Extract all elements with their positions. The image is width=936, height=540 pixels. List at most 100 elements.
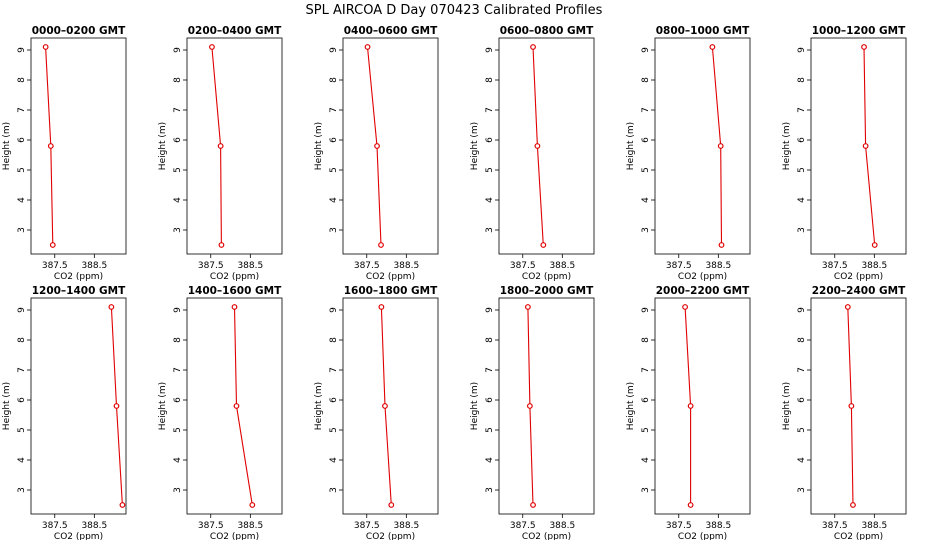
data-point xyxy=(534,143,541,149)
y-tick-label: 7 xyxy=(17,367,27,373)
y-tick-label: 9 xyxy=(173,307,183,313)
y-tick-label: 5 xyxy=(173,427,183,433)
data-point xyxy=(530,44,536,50)
plot-frame xyxy=(654,37,751,255)
data-point xyxy=(249,502,256,508)
x-tick-label: 388.5 xyxy=(549,521,575,531)
x-tick-label: 388.5 xyxy=(861,261,887,271)
y-tick-label: 8 xyxy=(173,77,183,83)
y-tick-label: 9 xyxy=(329,47,339,53)
y-axis-label: Height (m) xyxy=(2,122,12,170)
y-axis-label: Height (m) xyxy=(314,382,324,430)
y-tick-label: 4 xyxy=(797,457,807,463)
data-point xyxy=(861,44,867,50)
x-axis-label: CO2 (ppm) xyxy=(678,272,727,282)
panel-title: 0400–0600 GMT xyxy=(344,25,438,37)
data-point xyxy=(388,502,395,508)
y-axis-label: Height (m) xyxy=(782,382,792,430)
x-tick-label: 388.5 xyxy=(81,521,107,531)
y-tick-label: 4 xyxy=(17,197,27,203)
y-tick-label: 4 xyxy=(485,197,495,203)
data-point xyxy=(687,403,694,409)
y-tick-label: 7 xyxy=(485,367,495,373)
data-point xyxy=(217,143,224,149)
panel-title: 1600–1800 GMT xyxy=(344,285,438,297)
x-tick-label: 388.5 xyxy=(393,261,419,271)
y-tick-label: 7 xyxy=(797,107,807,113)
x-axis-label: CO2 (ppm) xyxy=(834,272,883,282)
data-point xyxy=(119,502,126,508)
y-tick-label: 9 xyxy=(641,47,651,53)
panel-8: 1600–1800 GMT 387.5 388.5 3 4 5 6 7 8 9 CO2 (ppm) H… xyxy=(314,285,439,540)
data-point xyxy=(709,44,716,50)
y-axis-label: Height (m) xyxy=(626,122,636,170)
y-tick-label: 3 xyxy=(797,227,807,233)
plot-frame xyxy=(342,37,439,255)
panel-3: 0600–0800 GMT 387.5 388.5 3 4 5 6 7 8 9 CO2 (ppm) H… xyxy=(470,25,595,282)
y-tick-label: 8 xyxy=(797,77,807,83)
y-tick-label: 4 xyxy=(485,457,495,463)
y-tick-label: 7 xyxy=(173,107,183,113)
x-axis-label: CO2 (ppm) xyxy=(366,532,415,540)
y-tick-label: 4 xyxy=(173,457,183,463)
data-point xyxy=(378,304,385,310)
y-tick-label: 5 xyxy=(485,167,495,173)
y-axis-label: Height (m) xyxy=(314,122,324,170)
y-tick-label: 3 xyxy=(173,227,183,233)
x-axis-label: CO2 (ppm) xyxy=(366,272,415,282)
y-tick-label: 4 xyxy=(17,457,27,463)
data-point xyxy=(718,242,725,248)
panel-7: 1400–1600 GMT 387.5 388.5 3 4 5 6 7 8 9 CO2 (ppm) H… xyxy=(158,285,283,540)
x-axis-label: CO2 (ppm) xyxy=(834,532,883,540)
y-tick-label: 3 xyxy=(641,227,651,233)
panel-5: 1000–1200 GMT 387.5 388.5 3 4 5 6 7 8 9 CO2 (ppm) H… xyxy=(782,25,907,282)
y-tick-label: 6 xyxy=(329,137,339,143)
figure-title: SPL AIRCOA D Day 070423 Calibrated Profi… xyxy=(306,3,603,18)
panel-title: 1000–1200 GMT xyxy=(812,25,906,37)
data-point xyxy=(848,403,855,409)
y-tick-label: 5 xyxy=(329,167,339,173)
plot-frame xyxy=(186,297,283,515)
y-tick-label: 3 xyxy=(173,487,183,493)
y-axis-label: Height (m) xyxy=(470,382,480,430)
x-tick-label: 387.5 xyxy=(42,521,68,531)
y-tick-label: 8 xyxy=(641,77,651,83)
x-tick-label: 387.5 xyxy=(666,521,692,531)
panels-group: 0000–0200 GMT 387.5 388.5 3 4 5 6 7 8 9 CO2 (ppm) H… xyxy=(2,25,907,540)
x-axis-label: CO2 (ppm) xyxy=(210,272,259,282)
y-tick-label: 7 xyxy=(17,107,27,113)
plot-frame xyxy=(30,37,127,255)
x-tick-label: 388.5 xyxy=(861,521,887,531)
y-tick-label: 9 xyxy=(485,307,495,313)
x-tick-label: 387.5 xyxy=(510,261,536,271)
x-axis-label: CO2 (ppm) xyxy=(210,532,259,540)
x-tick-label: 387.5 xyxy=(198,521,224,531)
x-tick-label: 388.5 xyxy=(81,261,107,271)
y-tick-label: 8 xyxy=(641,337,651,343)
y-tick-label: 9 xyxy=(797,307,807,313)
y-tick-label: 3 xyxy=(329,487,339,493)
data-point xyxy=(862,143,869,149)
y-tick-label: 6 xyxy=(797,397,807,403)
y-tick-label: 6 xyxy=(173,397,183,403)
x-axis-label: CO2 (ppm) xyxy=(54,272,103,282)
panel-title: 1800–2000 GMT xyxy=(500,285,594,297)
panel-title: 0200–0400 GMT xyxy=(188,25,282,37)
panel-title: 2000–2200 GMT xyxy=(656,285,750,297)
x-tick-label: 388.5 xyxy=(705,261,731,271)
data-point xyxy=(218,242,225,248)
plot-frame xyxy=(342,297,439,515)
y-tick-label: 5 xyxy=(797,427,807,433)
x-tick-label: 387.5 xyxy=(354,261,380,271)
data-point xyxy=(850,502,856,508)
panel-0: 0000–0200 GMT 387.5 388.5 3 4 5 6 7 8 9 CO2 (ppm) H… xyxy=(2,25,127,282)
y-tick-label: 9 xyxy=(641,307,651,313)
y-tick-label: 6 xyxy=(329,397,339,403)
data-point xyxy=(231,304,238,310)
data-point xyxy=(378,242,384,248)
y-tick-label: 9 xyxy=(329,307,339,313)
y-tick-label: 7 xyxy=(329,367,339,373)
data-point xyxy=(47,143,54,149)
panel-1: 0200–0400 GMT 387.5 388.5 3 4 5 6 7 8 9 CO2 (ppm) H… xyxy=(158,25,283,282)
y-tick-label: 8 xyxy=(485,337,495,343)
